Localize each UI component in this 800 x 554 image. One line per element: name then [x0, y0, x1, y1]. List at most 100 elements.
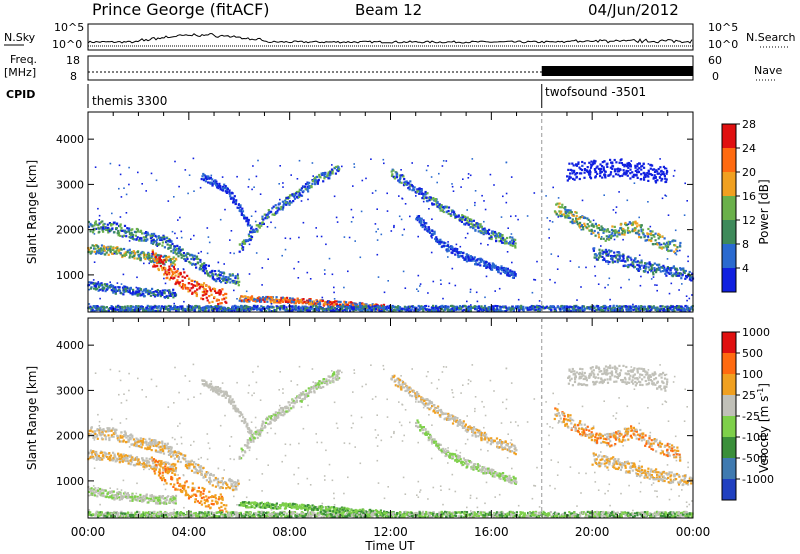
power-echo-cell — [280, 205, 283, 209]
power-echo-cell — [640, 236, 643, 239]
power-echo-cell — [145, 306, 149, 309]
power-sparse-cell — [592, 219, 595, 222]
power-echo-cell — [266, 214, 269, 217]
power-echo-cell — [121, 308, 124, 311]
power-sparse-cell — [686, 299, 688, 302]
power-echo-cell — [187, 252, 190, 255]
power-sparse-cell — [633, 182, 636, 184]
power-echo-cell — [655, 269, 658, 272]
power-echo-cell — [653, 170, 657, 173]
power-echo-cell — [572, 306, 575, 309]
power-echo-cell — [94, 288, 97, 291]
power-echo-cell — [243, 239, 246, 242]
power-echo-cell — [498, 267, 502, 270]
power-echo-cell — [114, 308, 117, 311]
power-echo-cell — [292, 200, 295, 203]
power-echo-cell — [160, 238, 164, 241]
power-echo-cell — [574, 172, 577, 175]
power-echo-cell — [656, 267, 659, 270]
power-echo-cell — [323, 303, 326, 306]
power-echo-cell — [166, 243, 169, 246]
power-echo-cell — [467, 308, 470, 311]
power-echo-cell — [383, 306, 387, 310]
power-echo-cell — [146, 234, 149, 237]
power-sparse-cell — [128, 166, 130, 169]
power-echo-cell — [622, 227, 625, 231]
power-echo-cell — [438, 306, 441, 309]
power-echo-cell — [305, 301, 308, 304]
power-echo-cell — [569, 176, 572, 179]
power-sparse-cell — [128, 183, 130, 186]
power-echo-cell — [508, 306, 511, 309]
power-echo-cell — [221, 189, 224, 192]
power-echo-cell — [176, 269, 179, 272]
power-echo-cell — [214, 179, 217, 182]
power-echo-cell — [142, 292, 145, 296]
power-echo-cell — [665, 180, 668, 183]
power-echo-cell — [244, 307, 247, 310]
power-echo-cell — [269, 299, 272, 302]
power-echo-cell — [420, 224, 423, 227]
power-echo-cell — [614, 168, 617, 171]
power-echo-cell — [421, 197, 424, 200]
power-echo-cell — [557, 214, 560, 217]
power-echo-cell — [457, 308, 460, 311]
power-sparse-cell — [665, 167, 668, 170]
power-echo-cell — [153, 310, 156, 313]
power-sparse-cell — [483, 200, 485, 202]
power-echo-cell — [165, 307, 168, 310]
power-echo-cell — [156, 262, 159, 265]
power-echo-cell — [186, 305, 189, 308]
power-sparse-cell — [526, 215, 529, 217]
power-echo-cell — [168, 255, 171, 258]
power-echo-cell — [115, 223, 118, 226]
power-sparse-cell — [440, 283, 442, 285]
power-sparse-cell — [425, 169, 428, 172]
power-echo-cell — [633, 265, 636, 268]
power-sparse-cell — [678, 289, 680, 291]
power-echo-cell — [94, 221, 97, 224]
power-echo-cell — [609, 173, 612, 176]
power-echo-cell — [593, 247, 596, 250]
power-echo-cell — [646, 239, 649, 242]
power-echo-cell — [229, 274, 232, 277]
power-echo-cell — [477, 223, 480, 226]
power-echo-cell — [121, 235, 124, 238]
power-sparse-cell — [120, 196, 123, 198]
power-echo-cell — [611, 261, 614, 264]
power-sparse-cell — [441, 165, 444, 167]
power-echo-cell — [253, 229, 256, 232]
power-echo-cell — [657, 264, 660, 267]
power-echo-cell — [410, 184, 413, 187]
power-echo-cell — [610, 228, 614, 232]
power-echo-cell — [663, 237, 666, 240]
power-echo-cell — [191, 254, 194, 257]
power-echo-cell — [636, 222, 639, 225]
power-echo-cell — [640, 224, 643, 227]
power-echo-cell — [598, 254, 601, 257]
power-echo-cell — [449, 248, 452, 251]
power-echo-cell — [435, 307, 438, 310]
power-echo-cell — [125, 308, 129, 311]
power-echo-cell — [267, 296, 270, 299]
power-echo-cell — [306, 182, 309, 185]
power-echo-cell — [151, 251, 154, 254]
power-sparse-cell — [581, 165, 584, 167]
power-echo-cell — [672, 274, 675, 277]
power-echo-cell — [112, 223, 115, 226]
power-echo-cell — [255, 227, 258, 231]
power-echo-cell — [591, 223, 594, 226]
power-colorbar-swatch — [722, 268, 736, 292]
power-echo-cell — [199, 260, 202, 263]
power-echo-cell — [304, 305, 307, 308]
power-echo-cell — [218, 279, 221, 282]
power-echo-cell — [167, 304, 170, 308]
power-echo-cell — [380, 308, 383, 311]
power-echo-cell — [673, 272, 676, 275]
power-echo-cell — [679, 267, 682, 270]
power-echo-cell — [161, 289, 164, 292]
power-echo-cell — [576, 172, 579, 175]
power-echo-cell — [270, 210, 273, 213]
power-echo-cell — [479, 223, 482, 226]
